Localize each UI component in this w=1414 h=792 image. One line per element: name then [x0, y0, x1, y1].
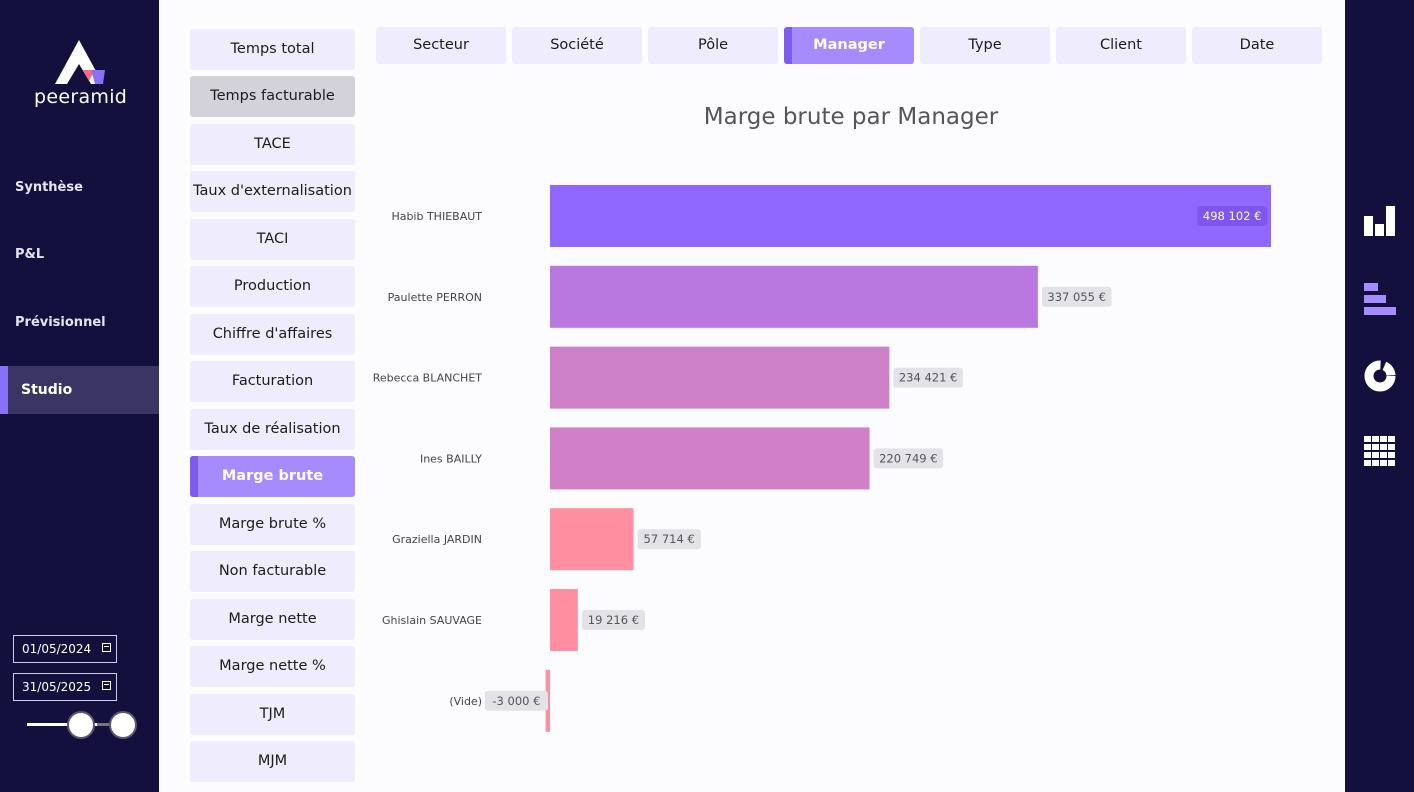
- measure-tace-button[interactable]: TACE: [190, 124, 355, 165]
- date-range-slider[interactable]: [27, 710, 139, 740]
- end-date-value: 31/05/2025: [22, 680, 92, 694]
- nav-item-synthese[interactable]: Synthèse: [15, 180, 83, 195]
- measure-production-button[interactable]: Production: [190, 266, 355, 307]
- measure-temps-facturable-button[interactable]: Temps facturable: [190, 76, 355, 117]
- calendar-icon[interactable]: [102, 643, 111, 652]
- bar-chart-icon[interactable]: [1364, 283, 1396, 315]
- bar: [550, 185, 1271, 247]
- data-label-background: [1041, 286, 1112, 307]
- measure-taci-button[interactable]: TACI: [190, 219, 355, 260]
- measure-taux-realisation-button[interactable]: Taux de réalisation: [190, 409, 355, 450]
- peeramid-logo: peeramid: [34, 40, 130, 110]
- data-label-background: [484, 690, 548, 711]
- bar: [550, 427, 870, 490]
- column-chart-icon[interactable]: [1364, 204, 1396, 236]
- data-label: 19 216 €: [588, 613, 639, 627]
- end-date-input[interactable]: 31/05/2025: [13, 673, 117, 701]
- data-label: 220 749 €: [879, 451, 938, 465]
- category-label: Habib THIEBAUT: [391, 210, 482, 223]
- nav-item-pl[interactable]: P&L: [15, 247, 45, 262]
- measure-marge-brute-pct-button[interactable]: Marge brute %: [190, 504, 355, 545]
- data-label: 337 055 €: [1047, 290, 1106, 304]
- start-date-input[interactable]: 01/05/2024: [13, 635, 117, 663]
- left-navigation: peeramid Synthèse P&L Prévisionnel Studi…: [0, 0, 159, 792]
- tab-societe[interactable]: Société: [512, 27, 642, 64]
- data-label-background: [893, 367, 963, 388]
- measure-taux-externalisation-button[interactable]: Taux d'externalisation: [190, 171, 355, 212]
- bar: [550, 508, 634, 571]
- logo-triangle-icon: [55, 40, 105, 84]
- donut-chart-icon[interactable]: [1364, 360, 1396, 392]
- data-label-background: [637, 529, 701, 550]
- measure-chiffre-affaires-button[interactable]: Chiffre d'affaires: [190, 314, 355, 355]
- nav-item-studio[interactable]: Studio: [0, 366, 159, 414]
- chart-title: Marge brute par Manager: [703, 104, 999, 130]
- measure-marge-nette-button[interactable]: Marge nette: [190, 599, 355, 640]
- logo-text: peeramid: [34, 86, 128, 108]
- category-label: Paulette PERRON: [388, 291, 482, 304]
- data-label-background: [1197, 206, 1267, 226]
- bar: [550, 589, 578, 651]
- category-label: Ines BAILLY: [420, 452, 482, 465]
- tab-secteur[interactable]: Secteur: [376, 27, 506, 64]
- bar-chart: Habib THIEBAUT 498 102 € Paulette PERRON 33…: [373, 185, 1271, 732]
- measure-temps-total-button[interactable]: Temps total: [190, 29, 355, 70]
- matrix-icon[interactable]: [1364, 436, 1396, 468]
- tab-manager[interactable]: Manager: [784, 27, 914, 64]
- tab-pole[interactable]: Pôle: [648, 27, 778, 64]
- category-label: (Vide): [449, 695, 482, 708]
- category-label: Ghislain SAUVAGE: [382, 614, 482, 627]
- data-label: 57 714 €: [644, 532, 695, 546]
- data-label: 234 421 €: [899, 371, 958, 385]
- measure-tjm-button[interactable]: TJM: [190, 694, 355, 735]
- right-toolbar: [1345, 0, 1414, 792]
- measure-mjm-button[interactable]: MJM: [190, 741, 355, 782]
- nav-item-previsionnel[interactable]: Prévisionnel: [15, 315, 106, 330]
- main-panel: Temps total Temps facturable TACE Taux d…: [159, 0, 1345, 792]
- bar: [550, 346, 890, 409]
- tab-type[interactable]: Type: [920, 27, 1050, 64]
- measure-marge-nette-pct-button[interactable]: Marge nette %: [190, 646, 355, 687]
- data-label-background: [873, 448, 944, 469]
- measure-facturation-button[interactable]: Facturation: [190, 361, 355, 402]
- bar: [550, 265, 1038, 328]
- tab-client[interactable]: Client: [1056, 27, 1186, 64]
- tab-date[interactable]: Date: [1192, 27, 1322, 64]
- slider-start-handle[interactable]: [67, 711, 95, 739]
- slider-end-handle[interactable]: [109, 711, 137, 739]
- category-label: Graziella JARDIN: [392, 533, 482, 546]
- start-date-value: 01/05/2024: [22, 642, 92, 656]
- data-label-background: [581, 610, 646, 630]
- category-label: Rebecca BLANCHET: [373, 372, 483, 385]
- data-label: 498 102 €: [1203, 209, 1262, 223]
- measure-non-facturable-button[interactable]: Non facturable: [190, 551, 355, 592]
- calendar-icon[interactable]: [102, 681, 111, 690]
- data-label: -3 000 €: [492, 694, 540, 708]
- measure-marge-brute-button[interactable]: Marge brute: [190, 456, 355, 497]
